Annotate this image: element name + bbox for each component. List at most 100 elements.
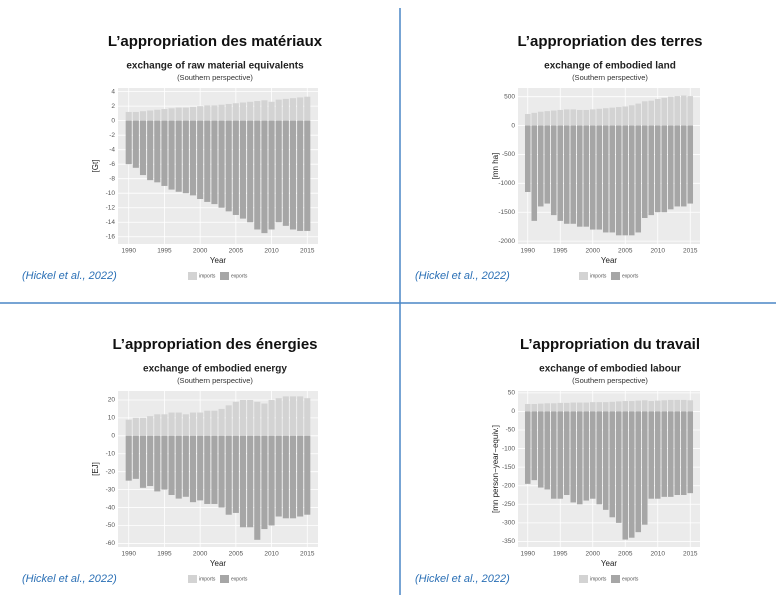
bar <box>218 104 225 121</box>
bar <box>225 103 232 121</box>
bar <box>154 120 161 183</box>
y-tick-label: -2 <box>109 132 115 139</box>
panel-heading: L’appropriation des terres <box>517 33 702 50</box>
bar <box>550 403 557 412</box>
panel: L’appropriation des énergies exchange of … <box>22 336 318 585</box>
y-tick-label: -500 <box>502 151 515 158</box>
bar <box>609 411 616 518</box>
bar <box>161 414 168 436</box>
bar <box>674 125 681 207</box>
legend-label: imports <box>199 576 216 582</box>
bar <box>661 400 668 412</box>
bar <box>680 95 687 126</box>
x-tick-label: 1990 <box>121 248 136 255</box>
bar <box>232 435 239 513</box>
bar <box>289 98 297 121</box>
bar <box>602 125 609 233</box>
bar <box>211 105 218 121</box>
y-tick-label: -12 <box>106 204 116 211</box>
bar <box>615 125 622 236</box>
y-tick-label: 0 <box>511 122 515 129</box>
bar <box>139 435 147 488</box>
x-tick-label: 2015 <box>683 551 698 558</box>
legend-label: exports <box>231 273 248 279</box>
bar <box>282 120 289 226</box>
bar <box>125 120 132 165</box>
x-axis-label: Year <box>601 559 618 568</box>
y-tick-label: -8 <box>109 175 115 182</box>
bar <box>557 402 564 412</box>
bar <box>218 435 225 508</box>
bar <box>289 435 297 519</box>
bar <box>168 108 175 121</box>
bar <box>537 403 544 412</box>
bar <box>615 107 622 126</box>
bar <box>680 125 687 207</box>
bar <box>275 120 282 223</box>
bar <box>254 435 261 540</box>
bar <box>282 98 289 121</box>
bar <box>524 404 531 412</box>
bar <box>596 402 603 412</box>
bar <box>687 411 694 494</box>
x-tick-label: 1990 <box>521 551 536 558</box>
y-tick-label: -10 <box>106 190 116 197</box>
bar <box>531 404 538 412</box>
y-tick-label: 0 <box>111 433 115 440</box>
y-tick-label: 4 <box>111 88 115 95</box>
bar <box>628 125 635 236</box>
chart-subtitle: (Southern perspective) <box>177 73 253 82</box>
y-tick-label: -30 <box>106 486 116 493</box>
bar <box>687 400 694 412</box>
bar <box>583 411 590 501</box>
bar <box>667 399 674 412</box>
bar <box>674 411 681 495</box>
y-tick-label: -1000 <box>498 180 515 187</box>
x-tick-label: 2000 <box>586 248 601 255</box>
y-tick-label: 0 <box>111 117 115 124</box>
bar <box>628 401 635 412</box>
y-axis-label: [mn person−year−equiv.] <box>491 425 500 513</box>
bar <box>168 435 175 495</box>
x-tick-label: 1990 <box>521 248 536 255</box>
bar <box>635 125 642 233</box>
y-tick-label: -16 <box>106 233 116 240</box>
bar <box>596 108 603 126</box>
bar <box>674 399 681 412</box>
bar <box>570 109 577 126</box>
chart-title: exchange of embodied land <box>544 61 676 72</box>
citation: (Hickel et al., 2022) <box>22 270 117 282</box>
x-tick-label: 2000 <box>193 551 208 558</box>
bar <box>289 396 297 436</box>
bar <box>570 125 577 224</box>
y-axis-label: [mn ha] <box>491 153 500 180</box>
bar <box>667 411 674 497</box>
legend-label: exports <box>231 576 248 582</box>
legend-swatch <box>220 272 229 280</box>
bar <box>275 435 282 517</box>
bar <box>589 125 596 230</box>
bar <box>641 101 648 126</box>
y-tick-label: -250 <box>502 501 515 508</box>
bar <box>680 399 687 412</box>
y-tick-label: -50 <box>506 427 516 434</box>
y-axis-label: [EJ] <box>91 462 100 476</box>
bar <box>211 120 218 205</box>
panel-heading: L’appropriation des matériaux <box>108 33 323 50</box>
bar <box>182 120 189 194</box>
legend-label: exports <box>622 576 639 582</box>
bar <box>147 416 154 436</box>
bar <box>247 435 254 528</box>
bar <box>622 125 629 236</box>
bar <box>544 111 551 126</box>
bar <box>225 405 232 436</box>
bar <box>297 396 304 436</box>
x-tick-label: 1995 <box>157 248 172 255</box>
bar <box>544 411 551 490</box>
x-axis-label: Year <box>210 256 227 265</box>
bar <box>175 107 182 121</box>
bar <box>218 120 225 208</box>
panel: L’appropriation des matériaux exchange of… <box>22 33 323 282</box>
y-tick-label: 50 <box>508 390 516 397</box>
bar <box>667 96 674 126</box>
